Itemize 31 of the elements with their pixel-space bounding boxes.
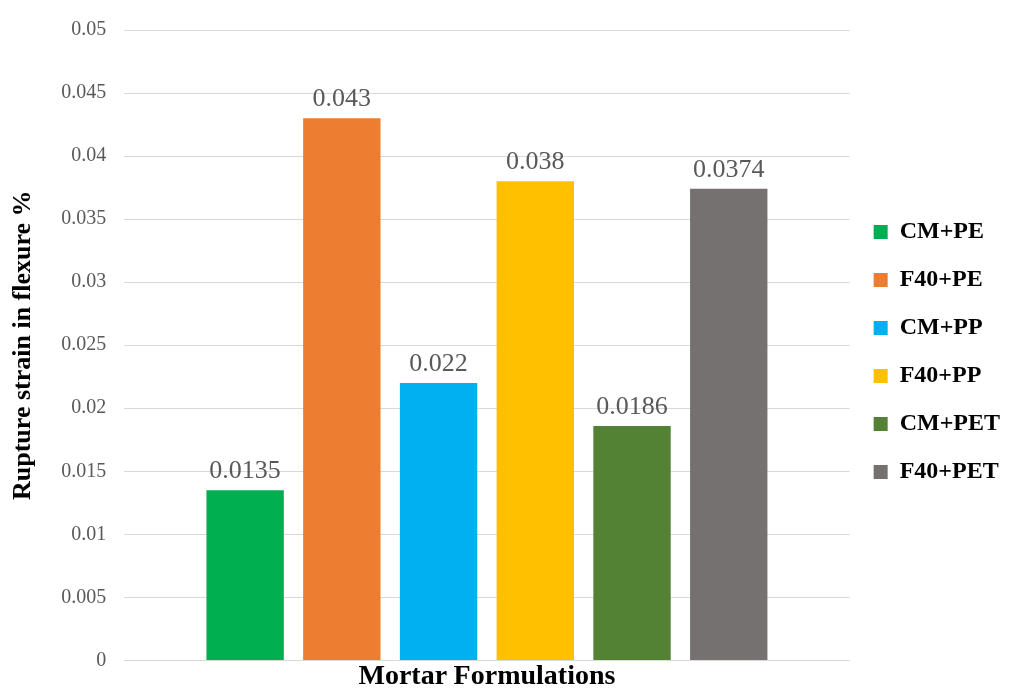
legend-label: CM+PE bbox=[899, 217, 984, 244]
legend-label: F40+PET bbox=[899, 457, 999, 484]
data-label: 0.038 bbox=[506, 146, 565, 176]
y-tick-label: 0.04 bbox=[71, 143, 107, 166]
data-label: 0.0186 bbox=[596, 390, 668, 420]
legend-label: F40+PE bbox=[899, 265, 983, 292]
data-label: 0.0374 bbox=[693, 153, 765, 183]
bar bbox=[303, 118, 381, 660]
y-tick-label: 0.005 bbox=[61, 584, 107, 607]
y-tick-label: 0.03 bbox=[71, 269, 107, 292]
y-tick-label: 0.01 bbox=[71, 521, 107, 544]
legend-label: F40+PP bbox=[899, 361, 982, 388]
bar bbox=[593, 425, 671, 660]
bar bbox=[399, 383, 478, 660]
bar bbox=[496, 181, 574, 660]
bar bbox=[690, 188, 768, 660]
data-label: 0.043 bbox=[312, 83, 372, 113]
y-tick-label: 0.015 bbox=[61, 458, 107, 481]
legend-label: CM+PP bbox=[899, 313, 983, 340]
y-tick-label: 0.045 bbox=[61, 80, 107, 103]
y-tick-label: 0.035 bbox=[61, 206, 107, 229]
bar bbox=[206, 490, 284, 660]
y-tick-label: 0 bbox=[96, 647, 107, 670]
data-label: 0.022 bbox=[409, 347, 468, 377]
y-tick-label: 0.05 bbox=[71, 17, 107, 40]
x-axis-title: Mortar Formulations bbox=[358, 659, 616, 691]
y-tick-label: 0.02 bbox=[71, 395, 107, 418]
y-tick-label: 0.025 bbox=[61, 332, 107, 355]
legend-label: CM+PET bbox=[899, 409, 1001, 436]
y-axis-title: Rupture strain in flexure % bbox=[7, 190, 37, 500]
data-label: 0.0135 bbox=[209, 455, 281, 485]
